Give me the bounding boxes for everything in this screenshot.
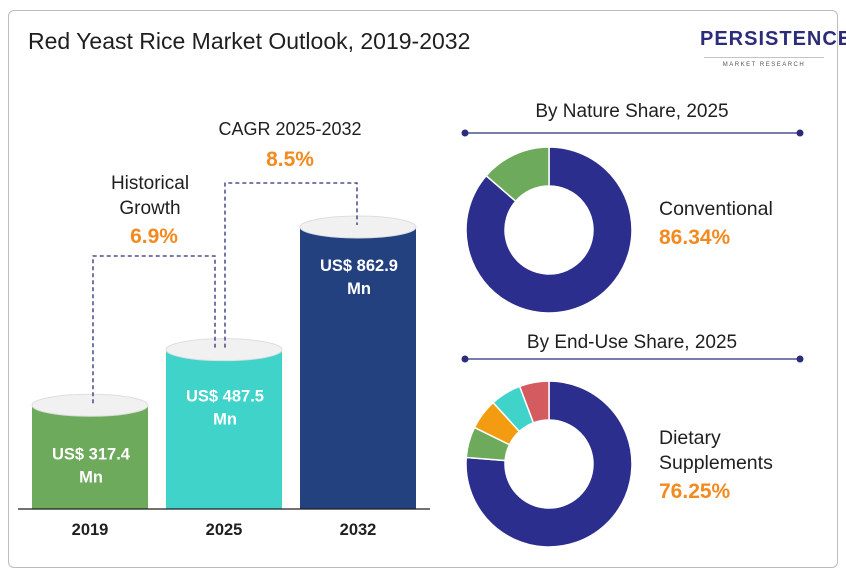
bar-value-label-2032-1: Mn — [347, 280, 371, 298]
bar-value-label-2032-0: US$ 862.9 — [320, 257, 398, 275]
cagr-label: CAGR 2025-2032 — [218, 119, 361, 139]
historical-growth-label-line1: Historical — [111, 173, 189, 194]
historical-growth-label-line2: Growth — [119, 198, 180, 219]
donut-1-slice-0 — [465, 146, 633, 314]
bar-top-2019 — [32, 394, 148, 417]
bar-top-rim-2032 — [299, 215, 417, 239]
x-tick-label-2019: 2019 — [72, 521, 109, 539]
cagr-connector — [224, 182, 358, 348]
x-tick-label-2032: 2032 — [340, 521, 377, 539]
bar-top-2025 — [166, 338, 282, 361]
bar-top-rim-2019 — [31, 393, 149, 417]
historical-growth-connector — [92, 255, 216, 404]
bar-value-label-2019-0: US$ 317.4 — [52, 445, 131, 463]
separator-dot-left-2 — [461, 355, 469, 363]
donut-2-segment-label-1: Supplements — [659, 452, 773, 474]
cagr-value: 8.5% — [266, 148, 314, 171]
bar-value-label-2019-1: Mn — [79, 468, 103, 486]
donut-2-segment-value: 76.25% — [659, 480, 731, 503]
x-tick-label-2025: 2025 — [206, 521, 243, 539]
donut-1-slice-1 — [485, 146, 550, 203]
donut-title-1: By Nature Share, 2025 — [535, 101, 728, 122]
persistence-logo: PERSISTENCE MARKET RESEARCH — [700, 28, 846, 72]
historical-growth-value: 6.9% — [130, 225, 178, 248]
separator-dot-right-1 — [796, 129, 804, 137]
donut-title-2: By End-Use Share, 2025 — [527, 332, 737, 353]
bar-value-label-2025-1: Mn — [213, 411, 237, 429]
bar-value-label-2025-0: US$ 487.5 — [186, 388, 264, 406]
growth-annotations: Historical Growth 6.9% CAGR 2025-2032 8.… — [92, 119, 362, 404]
donut-1-segment-value: 86.34% — [659, 226, 731, 249]
logo-divider — [704, 57, 824, 58]
bar-2032 — [300, 227, 416, 509]
logo-wordmark: PERSISTENCE — [700, 28, 846, 50]
donut-1-segment-label-0: Conventional — [659, 198, 773, 220]
donut-2-segment-label-0: Dietary — [659, 427, 721, 449]
separator-dot-left-1 — [461, 129, 469, 137]
bar-2019 — [32, 405, 148, 509]
donut-2-slice-0 — [465, 380, 633, 548]
chart-title: Red Yeast Rice Market Outlook, 2019-2032 — [28, 28, 471, 54]
nature-share-donut: By Nature Share, 2025 Conventional 86.34% — [461, 101, 804, 314]
separator-dot-right-2 — [796, 355, 804, 363]
logo-tagline: MARKET RESEARCH — [722, 62, 806, 68]
end-use-share-donut: By End-Use Share, 2025 Dietary Supplements… — [461, 332, 804, 548]
bar-top-rim-2025 — [165, 338, 283, 362]
bar-chart: US$ 317.4 Mn 2019 US$ 487.5 Mn 2025 US$ 862.9 M… — [18, 215, 430, 539]
donut-2-slice-4 — [518, 380, 550, 424]
bar-top-2032 — [300, 216, 416, 238]
bar-2025 — [166, 349, 282, 509]
